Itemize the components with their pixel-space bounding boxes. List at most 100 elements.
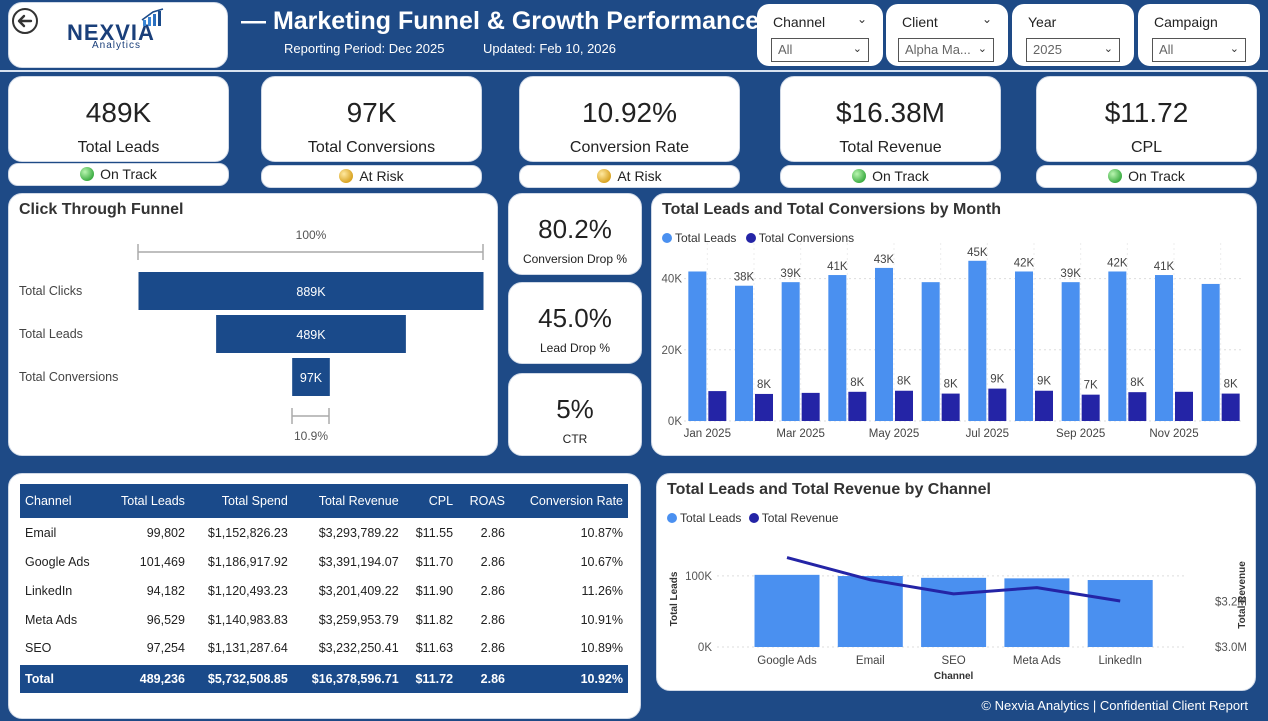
page-title: — Marketing Funnel & Growth Performance bbox=[241, 7, 760, 35]
client-select[interactable]: Alpha Ma... ⌄ bbox=[898, 38, 994, 62]
stat-conversion-drop: 80.2% Conversion Drop % bbox=[508, 193, 642, 275]
kpi-value: 489K bbox=[85, 97, 152, 128]
table-cell: 489,236 bbox=[105, 661, 190, 693]
column-header[interactable]: Channel bbox=[20, 484, 106, 518]
channel-legend: Total Leads Total Revenue bbox=[667, 511, 838, 525]
table-cell: $11.70 bbox=[415, 554, 454, 569]
x-tick-label: Jan 2025 bbox=[684, 428, 731, 440]
status-dot-icon bbox=[852, 169, 867, 183]
reporting-period: Reporting Period: Dec 2025 bbox=[284, 41, 445, 56]
stat-label: Conversion Drop % bbox=[522, 252, 628, 266]
y-tick-label: 0K bbox=[668, 416, 682, 428]
conversions-bar bbox=[941, 393, 960, 421]
channel-select[interactable]: All ⌄ bbox=[771, 38, 869, 62]
campaign-select[interactable]: All ⌄ bbox=[1152, 38, 1246, 62]
status-dot-icon bbox=[339, 169, 354, 183]
monthly-chart-title: Total Leads and Total Conversions by Mon… bbox=[662, 201, 1001, 218]
back-arrow-icon[interactable] bbox=[11, 7, 39, 35]
channel-table: Channel Total Leads Total Spend Total Re… bbox=[20, 484, 628, 693]
stat-lead-drop: 45.0% Lead Drop % bbox=[508, 282, 642, 364]
x-tick-label: Jul 2025 bbox=[966, 428, 1009, 440]
year-select[interactable]: 2025 ⌄ bbox=[1026, 38, 1120, 62]
filter-label: Year bbox=[1028, 14, 1057, 30]
leads-bar bbox=[754, 574, 820, 647]
table-cell: $11.82 bbox=[415, 612, 454, 627]
filter-campaign[interactable]: Campaign All ⌄ bbox=[1138, 4, 1260, 66]
column-header[interactable]: CPL bbox=[403, 484, 459, 518]
kpi-label: Total Leads bbox=[77, 139, 160, 156]
leads-bar bbox=[1155, 275, 1173, 421]
x-axis-title: Channel bbox=[934, 671, 974, 682]
leads-bar bbox=[968, 260, 987, 421]
legend-label: Total Conversions bbox=[758, 231, 855, 245]
table-total-row: Total 489,236 $5,732,508.85 $16,378,596.71 $… bbox=[20, 661, 628, 693]
column-header[interactable]: Total Revenue bbox=[292, 484, 404, 518]
column-header[interactable]: Total Leads bbox=[105, 484, 190, 518]
column-header[interactable]: ROAS bbox=[458, 484, 510, 518]
filter-year[interactable]: Year 2025 ⌄ bbox=[1012, 4, 1134, 66]
leads-data-label: 45K bbox=[967, 247, 988, 259]
conversions-bar bbox=[801, 392, 820, 421]
channel-combo-chart: 0K 100K $3.0M $3.2M Total Leads Total Revenue… bbox=[669, 556, 1248, 682]
status-badge: On Track bbox=[780, 165, 1001, 188]
kpi-label: Total Conversions bbox=[307, 139, 436, 156]
legend-swatch bbox=[748, 513, 759, 523]
y-tick-label: 40K bbox=[662, 274, 683, 286]
conversions-data-label: 8K bbox=[757, 379, 771, 391]
stat-value: 5% bbox=[556, 394, 594, 424]
leads-data-label: 41K bbox=[1154, 261, 1175, 273]
table-row[interactable]: Email 99,802 $1,152,826.23 $3,293,789.22 $11… bbox=[20, 518, 628, 547]
stat-label: Lead Drop % bbox=[539, 341, 611, 355]
filter-client[interactable]: Client ⌄ Alpha Ma... ⌄ bbox=[886, 4, 1008, 66]
table-cell: $11.55 bbox=[415, 525, 454, 540]
table-row[interactable]: SEO 97,254 $1,131,287.64 $3,232,250.41 $11.6… bbox=[20, 634, 628, 663]
conversions-bar bbox=[1128, 392, 1147, 421]
column-header[interactable]: Conversion Rate bbox=[510, 484, 628, 518]
leads-bar bbox=[921, 577, 987, 647]
table-row[interactable]: Meta Ads 96,529 $1,140,983.83 $3,259,953.79… bbox=[20, 605, 628, 634]
table-cell: 10.92% bbox=[510, 661, 628, 693]
conversions-bar bbox=[1081, 394, 1100, 421]
kpi-conversion-rate: 10.92% Conversion Rate bbox=[519, 76, 740, 162]
chevron-down-icon: ⌄ bbox=[1103, 43, 1113, 55]
funnel-bar-label: 97K bbox=[300, 371, 323, 385]
table-cell: $1,131,287.64 bbox=[207, 640, 288, 655]
x-tick-label: LinkedIn bbox=[1098, 655, 1141, 667]
monthly-legend: Total Leads Total Conversions bbox=[662, 231, 854, 245]
table-cell: 11.26% bbox=[581, 583, 623, 598]
kpi-label: CPL bbox=[1130, 139, 1163, 156]
conversions-data-label: 8K bbox=[850, 377, 864, 389]
funnel-bar-label: 489K bbox=[296, 328, 326, 342]
table-row[interactable]: Google Ads 101,469 $1,186,917.92 $3,391,194… bbox=[20, 547, 628, 576]
kpi-value: 10.92% bbox=[582, 97, 677, 128]
table-cell: 10.89% bbox=[580, 640, 623, 655]
growth-chart-logo-icon bbox=[141, 8, 169, 28]
kpi-total-revenue: $16.38M Total Revenue bbox=[780, 76, 1001, 162]
y-left-tick-label: 100K bbox=[685, 571, 712, 583]
x-tick-label: Mar 2025 bbox=[776, 428, 825, 440]
funnel-bar-label: 889K bbox=[296, 285, 326, 299]
table-cell: 2.86 bbox=[480, 612, 505, 627]
footer-text: © Nexvia Analytics | Confidential Client… bbox=[981, 698, 1248, 713]
conversions-data-label: 7K bbox=[1084, 380, 1098, 392]
kpi-total-conversions: 97K Total Conversions bbox=[261, 76, 482, 162]
column-header[interactable]: Total Spend bbox=[189, 484, 293, 518]
table-row[interactable]: LinkedIn 94,182 $1,120,493.23 $3,201,409.22… bbox=[20, 576, 628, 605]
channel-chart-title: Total Leads and Total Revenue by Channel bbox=[667, 481, 991, 498]
leads-bar bbox=[1201, 283, 1220, 421]
table-cell: $3,259,953.79 bbox=[318, 612, 399, 627]
status-badge: On Track bbox=[8, 163, 229, 186]
filter-channel[interactable]: Channel ⌄ All ⌄ bbox=[757, 4, 883, 66]
chevron-down-icon[interactable]: ⌄ bbox=[981, 12, 992, 26]
conversions-data-label: 9K bbox=[1037, 376, 1051, 388]
conversions-data-label: 8K bbox=[1130, 377, 1144, 389]
chevron-down-icon: ⌄ bbox=[977, 43, 987, 55]
y-right-axis-title: Total Revenue bbox=[1237, 561, 1248, 629]
table-cell: 94,182 bbox=[146, 583, 185, 598]
kpi-label: Conversion Rate bbox=[569, 139, 690, 156]
table-cell: 2.86 bbox=[480, 554, 505, 569]
chevron-down-icon[interactable]: ⌄ bbox=[856, 12, 867, 26]
leads-bar bbox=[828, 275, 847, 421]
conversions-bar bbox=[1221, 393, 1240, 421]
leads-data-label: 41K bbox=[827, 261, 848, 273]
